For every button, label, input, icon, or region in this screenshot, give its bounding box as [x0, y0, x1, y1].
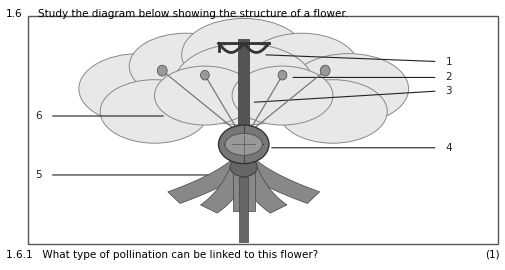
Circle shape	[181, 18, 305, 91]
Polygon shape	[233, 160, 286, 213]
Polygon shape	[233, 158, 319, 203]
Text: 6: 6	[35, 111, 42, 121]
Circle shape	[278, 80, 386, 143]
Bar	[28, 16, 497, 244]
Circle shape	[79, 54, 198, 124]
Circle shape	[154, 66, 255, 125]
Text: 1.6.1   What type of pollination can be linked to this flower?: 1.6.1 What type of pollination can be li…	[6, 250, 318, 260]
Circle shape	[100, 80, 209, 143]
Text: (1): (1)	[484, 250, 499, 260]
Circle shape	[225, 133, 262, 155]
Text: 2: 2	[444, 72, 451, 82]
Circle shape	[232, 66, 332, 125]
Ellipse shape	[218, 125, 268, 164]
Bar	[239, 177, 247, 243]
Ellipse shape	[200, 70, 209, 80]
Ellipse shape	[278, 70, 286, 80]
Ellipse shape	[320, 65, 329, 76]
Ellipse shape	[157, 65, 167, 76]
Circle shape	[288, 54, 408, 124]
Text: 4: 4	[444, 143, 451, 153]
Polygon shape	[200, 160, 254, 213]
Text: 1: 1	[444, 56, 451, 67]
Circle shape	[245, 33, 358, 99]
Text: 1.6: 1.6	[6, 9, 23, 19]
Polygon shape	[168, 158, 253, 203]
Text: 5: 5	[35, 170, 42, 180]
Text: Study the diagram below showing the structure of a flower.: Study the diagram below showing the stru…	[38, 9, 347, 19]
Circle shape	[174, 43, 313, 125]
Circle shape	[129, 33, 241, 99]
Ellipse shape	[230, 157, 257, 177]
Text: 3: 3	[444, 86, 451, 96]
Bar	[238, 39, 248, 141]
Polygon shape	[232, 161, 254, 211]
